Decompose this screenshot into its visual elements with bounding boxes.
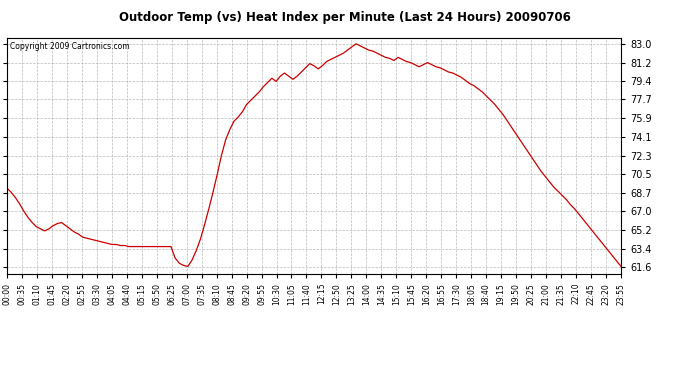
Text: Outdoor Temp (vs) Heat Index per Minute (Last 24 Hours) 20090706: Outdoor Temp (vs) Heat Index per Minute … [119,11,571,24]
Text: Copyright 2009 Cartronics.com: Copyright 2009 Cartronics.com [10,42,130,51]
